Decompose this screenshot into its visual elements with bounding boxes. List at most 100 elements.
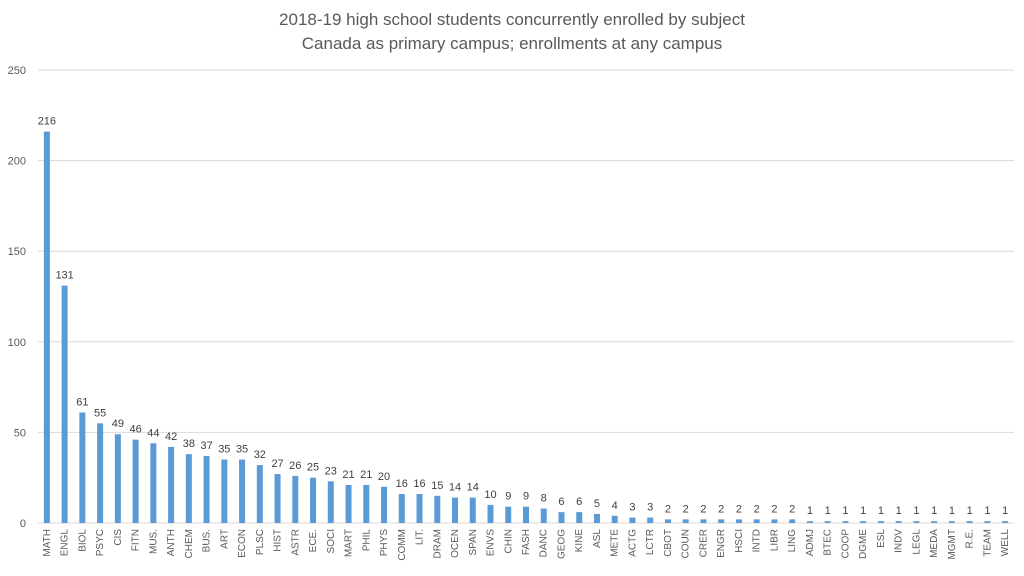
data-label: 32 bbox=[254, 449, 266, 461]
chart-subtitle: Canada as primary campus; enrollments at… bbox=[301, 34, 723, 53]
data-label: 2 bbox=[665, 503, 671, 515]
bar bbox=[398, 494, 405, 523]
x-tick-label: DRAM bbox=[432, 529, 443, 558]
bar bbox=[682, 519, 689, 523]
data-label: 21 bbox=[360, 469, 372, 481]
x-tick-label: GEOG bbox=[556, 529, 567, 559]
x-tick-label: CRER bbox=[698, 529, 709, 557]
x-tick-label: HSCI bbox=[734, 529, 745, 553]
data-label: 1 bbox=[949, 505, 955, 517]
bar bbox=[150, 443, 157, 523]
bar bbox=[984, 521, 991, 523]
bar bbox=[292, 475, 299, 523]
bar bbox=[256, 465, 263, 523]
bar bbox=[452, 497, 459, 523]
x-tick-label: R.E. bbox=[965, 529, 976, 548]
bar bbox=[434, 495, 441, 523]
x-tick-label: ECE. bbox=[308, 529, 319, 552]
x-tick-label: FITN bbox=[131, 529, 142, 551]
x-tick-label: MUS. bbox=[148, 529, 159, 554]
x-tick-label: INTD bbox=[752, 529, 763, 552]
data-label: 1 bbox=[913, 505, 919, 517]
data-label: 61 bbox=[76, 396, 88, 408]
data-label: 42 bbox=[165, 431, 177, 443]
bar bbox=[593, 513, 600, 523]
data-label: 2 bbox=[771, 503, 777, 515]
x-tick-label: INDV bbox=[894, 529, 905, 553]
bar bbox=[97, 423, 104, 523]
data-label: 2 bbox=[789, 503, 795, 515]
data-label: 1 bbox=[984, 505, 990, 517]
data-label: 3 bbox=[647, 502, 653, 514]
bar bbox=[966, 521, 973, 523]
bar bbox=[540, 508, 547, 523]
x-tick-label: MGMT bbox=[947, 529, 958, 560]
x-tick-label: ACTG bbox=[627, 529, 638, 557]
data-label: 46 bbox=[129, 424, 141, 436]
x-tick-label: CBOT bbox=[663, 529, 674, 557]
data-label: 9 bbox=[523, 491, 529, 503]
data-label: 15 bbox=[431, 480, 443, 492]
data-label: 1 bbox=[931, 505, 937, 517]
bar bbox=[558, 512, 565, 523]
data-label: 3 bbox=[629, 502, 635, 514]
data-label: 2 bbox=[736, 503, 742, 515]
x-tick-label: SOCI bbox=[326, 529, 337, 553]
bar bbox=[576, 512, 583, 523]
x-tick-label: ASTR bbox=[290, 529, 301, 556]
bar bbox=[895, 521, 902, 523]
data-label: 2 bbox=[718, 503, 724, 515]
bar bbox=[611, 515, 618, 523]
data-label: 2 bbox=[754, 503, 760, 515]
bar bbox=[629, 517, 636, 523]
x-tick-label: HIST bbox=[273, 529, 284, 552]
data-label: 16 bbox=[413, 478, 425, 490]
data-label: 23 bbox=[325, 465, 337, 477]
bar bbox=[664, 519, 671, 523]
x-tick-label: BIOL bbox=[77, 529, 88, 552]
x-tick-label: BTEC bbox=[823, 529, 834, 556]
x-tick-label: MATH bbox=[42, 529, 53, 557]
bar bbox=[168, 446, 175, 523]
data-label: 20 bbox=[378, 471, 390, 483]
bar bbox=[43, 131, 50, 523]
data-label: 25 bbox=[307, 462, 319, 474]
bar bbox=[310, 477, 317, 523]
data-label: 5 bbox=[594, 498, 600, 510]
x-tick-label: PLSC bbox=[255, 529, 266, 555]
data-label: 1 bbox=[878, 505, 884, 517]
data-label: 10 bbox=[484, 489, 496, 501]
x-tick-label: SPAN bbox=[468, 529, 479, 556]
x-tick-label: COUN bbox=[681, 529, 692, 558]
data-label: 1 bbox=[807, 505, 813, 517]
x-tick-label: MART bbox=[344, 529, 355, 557]
x-tick-label: BUS. bbox=[202, 529, 213, 552]
bar bbox=[132, 439, 139, 523]
data-label: 55 bbox=[94, 407, 106, 419]
y-tick-label: 0 bbox=[20, 518, 26, 530]
data-label: 216 bbox=[38, 116, 56, 128]
x-tick-label: KINE bbox=[574, 529, 585, 553]
data-label: 6 bbox=[558, 496, 564, 508]
x-tick-label: LIBR bbox=[769, 529, 780, 551]
bar bbox=[274, 474, 281, 523]
bar bbox=[789, 519, 796, 523]
data-label: 1 bbox=[842, 505, 848, 517]
data-label: 1 bbox=[896, 505, 902, 517]
data-label: 6 bbox=[576, 496, 582, 508]
x-tick-label: TEAM bbox=[982, 529, 993, 557]
x-tick-label: OCEN bbox=[450, 529, 461, 558]
bar bbox=[824, 521, 831, 523]
data-label: 14 bbox=[467, 482, 479, 494]
x-tick-label: ANTH bbox=[166, 529, 177, 556]
x-tick-label: DANC bbox=[539, 529, 550, 557]
x-tick-label: METE bbox=[610, 529, 621, 557]
x-tick-label: FASH bbox=[521, 529, 532, 555]
bar bbox=[806, 521, 813, 523]
data-label: 131 bbox=[55, 270, 73, 282]
x-tick-label: ADMJ bbox=[805, 529, 816, 556]
bar bbox=[505, 506, 512, 523]
x-tick-label: PHYS bbox=[379, 529, 390, 557]
